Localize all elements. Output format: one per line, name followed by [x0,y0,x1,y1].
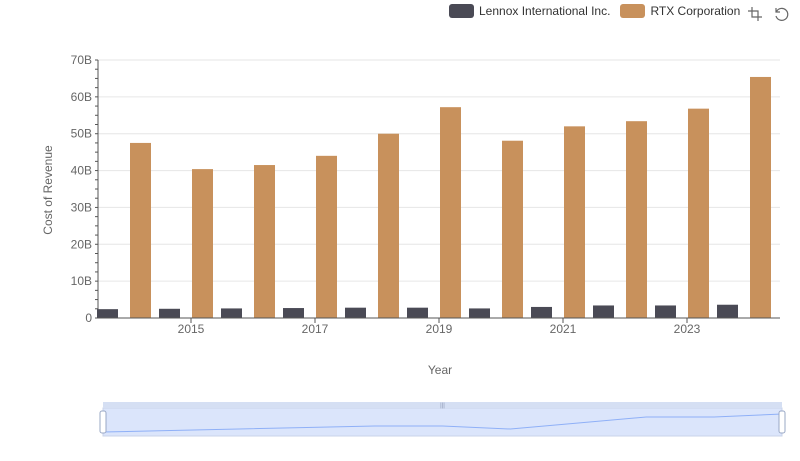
legend-label-rtx: RTX Corporation [650,4,741,18]
bar-rtx-2018 [378,133,399,318]
zoom-preview-line [102,413,783,433]
y-tick-label: 70B [71,53,92,67]
x-tick-label: 2017 [302,322,329,336]
bar-rtx-2024 [750,76,771,318]
x-tick-label: 2023 [674,322,701,336]
bar-lennox-2014 [97,309,118,318]
y-axis-title: Cost of Revenue [41,145,55,235]
x-tick-label: 2015 [178,322,205,336]
y-tick-label: 60B [71,90,92,104]
bar-lennox-2019 [407,307,428,318]
bar-lennox-2021 [531,306,552,318]
bar-lennox-2015 [159,308,180,318]
bar-rtx-2020 [502,140,523,318]
bars [97,76,771,318]
restore-icon[interactable] [773,6,789,22]
y-tick-label: 50B [71,127,92,141]
bar-lennox-2022 [593,305,614,318]
bar-rtx-2019 [440,107,461,318]
legend-item-rtx[interactable]: RTX Corporation [620,4,740,18]
bar-lennox-2023 [655,305,676,318]
x-tick-label: 2021 [550,322,577,336]
y-tick-label: 10B [71,274,92,288]
bar-rtx-2016 [254,165,275,318]
bar-rtx-2023 [688,108,709,318]
zoom-grip-icon: ||| [440,403,445,409]
data-zoom-slider[interactable]: ||| [99,402,786,437]
y-tick-label: 40B [71,164,92,178]
y-tick-label: 20B [71,237,92,251]
x-axis: 2015 2017 2019 2021 2023 [98,317,780,336]
zoom-handle-right [778,410,786,434]
bar-lennox-2016 [221,308,242,318]
bar-rtx-2017 [316,155,337,318]
bar-rtx-2015 [192,169,213,318]
y-tick-label: 30B [71,200,92,214]
legend-swatch-lennox [449,4,474,18]
zoom-window [102,407,783,437]
bar-lennox-2020 [469,308,490,318]
bar-rtx-2021 [564,126,585,318]
y-axis-ticks: 0 10B 20B 30B 40B 50B 60B 70B [71,53,99,325]
x-axis-title: Year [427,363,453,377]
bar-lennox-2017 [283,308,304,318]
bar-lennox-2018 [345,307,366,318]
bar-rtx-2014 [130,142,151,318]
x-tick-label: 2019 [426,322,453,336]
zoom-drag-bar [103,402,782,408]
legend-swatch-rtx [620,4,646,18]
legend: Lennox International Inc. RTX Corporatio… [449,4,750,18]
zoom-select-icon[interactable] [747,6,763,22]
bar-lennox-2024 [717,304,738,318]
legend-label-lennox: Lennox International Inc. [479,4,611,18]
y-tick-label: 0 [85,311,92,325]
bar-rtx-2022 [626,121,647,318]
legend-item-lennox[interactable]: Lennox International Inc. [449,4,610,18]
zoom-handle-left [99,410,107,434]
